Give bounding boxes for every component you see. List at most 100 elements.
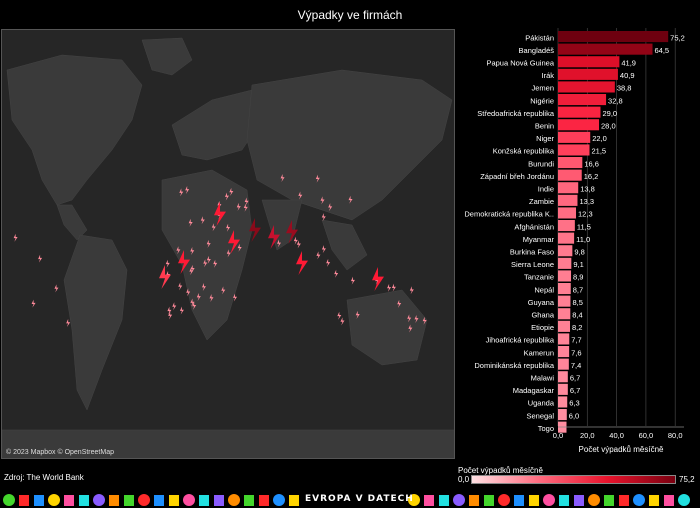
map-marker-small[interactable] <box>236 202 241 211</box>
map-marker-small[interactable] <box>315 174 320 183</box>
world-map[interactable]: © 2023 Mapbox © OpenStreetMap <box>1 29 455 459</box>
bar[interactable] <box>558 56 620 68</box>
map-marker-small[interactable] <box>243 203 248 212</box>
bar[interactable] <box>558 295 571 307</box>
map-marker-small[interactable] <box>185 185 190 194</box>
map-marker-small[interactable] <box>209 294 214 303</box>
bar[interactable] <box>558 81 615 93</box>
map-marker-small[interactable] <box>226 249 231 258</box>
bar[interactable] <box>558 207 577 219</box>
bar[interactable] <box>558 245 573 257</box>
map-marker-large[interactable] <box>268 225 280 249</box>
map-marker-small[interactable] <box>201 283 206 292</box>
map-marker-small[interactable] <box>54 284 59 293</box>
map-marker-large[interactable] <box>286 220 298 244</box>
map-marker-small[interactable] <box>244 197 249 206</box>
map-marker-small[interactable] <box>188 218 193 227</box>
map-marker-small[interactable] <box>296 240 301 249</box>
map-marker-small[interactable] <box>38 254 43 263</box>
map-attribution[interactable]: © 2023 Mapbox © OpenStreetMap <box>6 449 114 456</box>
map-marker-small[interactable] <box>13 233 18 242</box>
bar[interactable] <box>558 346 570 358</box>
bar[interactable] <box>558 371 568 383</box>
map-marker-small[interactable] <box>66 319 71 328</box>
map-marker-small[interactable] <box>328 203 333 212</box>
bar[interactable] <box>558 333 570 345</box>
bar[interactable] <box>558 94 607 106</box>
map-marker-small[interactable] <box>233 293 238 302</box>
map-marker-small[interactable] <box>206 255 211 264</box>
map-marker-large[interactable] <box>296 251 308 275</box>
map-marker-small[interactable] <box>226 223 231 232</box>
map-marker-small[interactable] <box>375 276 380 285</box>
bar[interactable] <box>558 119 600 131</box>
map-marker-small[interactable] <box>320 196 325 205</box>
map-marker-small[interactable] <box>293 236 298 245</box>
map-marker-large[interactable] <box>159 265 171 289</box>
map-marker-small[interactable] <box>280 174 285 183</box>
bar[interactable] <box>558 409 567 421</box>
bar[interactable] <box>558 358 569 370</box>
map-marker-small[interactable] <box>387 283 392 292</box>
map-marker-small[interactable] <box>414 314 419 323</box>
map-marker-small[interactable] <box>397 299 402 308</box>
map-marker-small[interactable] <box>200 216 205 225</box>
bar[interactable] <box>558 320 571 332</box>
map-marker-small[interactable] <box>316 251 321 260</box>
bar[interactable] <box>558 194 578 206</box>
bar[interactable] <box>558 396 568 408</box>
map-marker-small[interactable] <box>350 276 355 285</box>
map-marker-small[interactable] <box>206 239 211 248</box>
map-marker-small[interactable] <box>176 246 181 255</box>
map-marker-small[interactable] <box>337 311 342 320</box>
map-marker-small[interactable] <box>179 188 184 197</box>
map-marker-small[interactable] <box>178 282 183 291</box>
map-marker-small[interactable] <box>408 324 413 333</box>
bar[interactable] <box>558 157 583 169</box>
bar[interactable] <box>558 31 669 43</box>
map-marker-small[interactable] <box>237 243 242 252</box>
map-marker-small[interactable] <box>213 259 218 268</box>
map-marker-small[interactable] <box>196 292 201 301</box>
bar[interactable] <box>558 383 568 395</box>
map-marker-small[interactable] <box>190 264 195 273</box>
map-marker-small[interactable] <box>192 301 197 310</box>
map-marker-small[interactable] <box>409 286 414 295</box>
map-marker-small[interactable] <box>321 245 326 254</box>
map-marker-small[interactable] <box>165 259 170 268</box>
map-marker-small[interactable] <box>217 211 222 220</box>
bar[interactable] <box>558 283 571 295</box>
bar[interactable] <box>558 144 590 156</box>
map-marker-small[interactable] <box>179 306 184 315</box>
map-marker-small[interactable] <box>298 191 303 200</box>
map-marker-large[interactable] <box>372 267 384 291</box>
map-marker-small[interactable] <box>172 302 177 311</box>
bar[interactable] <box>558 232 575 244</box>
map-marker-small[interactable] <box>189 267 194 276</box>
map-marker-large[interactable] <box>214 202 226 226</box>
map-marker-small[interactable] <box>211 223 216 232</box>
map-marker-small[interactable] <box>321 213 326 222</box>
bar[interactable] <box>558 169 582 181</box>
map-marker-large[interactable] <box>228 230 240 254</box>
bar[interactable] <box>558 182 579 194</box>
map-marker-small[interactable] <box>221 286 226 295</box>
map-marker-small[interactable] <box>326 258 331 267</box>
map-marker-small[interactable] <box>334 269 339 278</box>
bar[interactable] <box>558 131 591 143</box>
map-marker-small[interactable] <box>168 311 173 320</box>
map-marker-small[interactable] <box>348 195 353 204</box>
bar[interactable] <box>558 106 601 118</box>
bar[interactable] <box>558 43 653 55</box>
map-marker-small[interactable] <box>355 310 360 319</box>
map-marker-small[interactable] <box>407 314 412 323</box>
map-marker-small[interactable] <box>190 247 195 256</box>
bar[interactable] <box>558 220 575 232</box>
bar[interactable] <box>558 270 572 282</box>
bar[interactable] <box>558 68 618 80</box>
map-marker-small[interactable] <box>277 239 282 248</box>
map-marker-small[interactable] <box>229 187 234 196</box>
map-marker-small[interactable] <box>167 306 172 315</box>
map-marker-large[interactable] <box>178 250 190 274</box>
map-marker-small[interactable] <box>31 299 36 308</box>
